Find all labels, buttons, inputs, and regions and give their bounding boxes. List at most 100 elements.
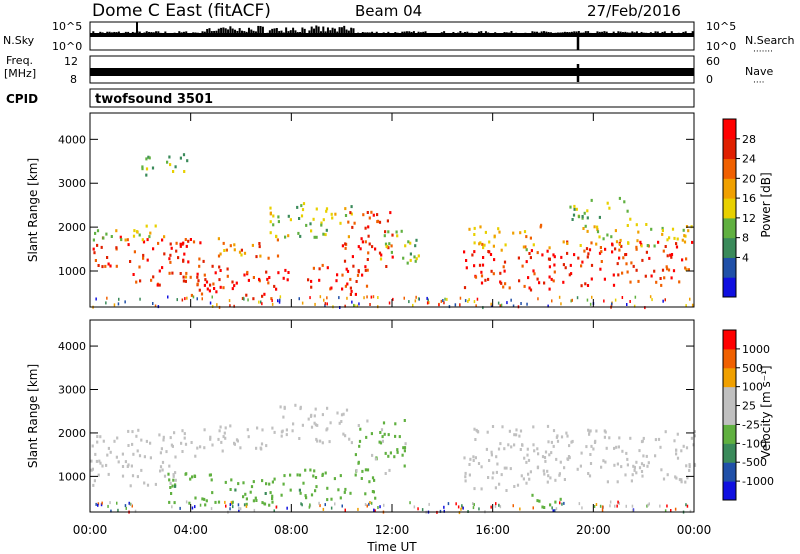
heatmap-cell bbox=[561, 502, 563, 506]
heatmap-cell bbox=[618, 243, 621, 246]
heatmap-cell bbox=[683, 234, 686, 238]
noise-bar bbox=[210, 31, 213, 36]
heatmap-cell bbox=[275, 287, 278, 291]
heatmap-cell bbox=[279, 295, 282, 299]
heatmap-cell bbox=[492, 471, 495, 475]
heatmap-cell bbox=[211, 295, 213, 299]
heatmap-cell bbox=[378, 251, 382, 255]
colorbar-swatch bbox=[723, 443, 736, 463]
heatmap-cell bbox=[190, 293, 193, 297]
heatmap-cell bbox=[366, 211, 369, 214]
heatmap-cell bbox=[589, 429, 592, 433]
heatmap-cell bbox=[279, 298, 281, 302]
noise-bar bbox=[533, 31, 536, 36]
noise-bar bbox=[501, 33, 504, 36]
heatmap-cell bbox=[473, 250, 476, 254]
heatmap-cell bbox=[271, 480, 274, 484]
heatmap-cell bbox=[560, 255, 563, 259]
noise-bar bbox=[687, 33, 690, 36]
heatmap-cell bbox=[244, 492, 247, 496]
heatmap-cell bbox=[543, 281, 546, 285]
noise-bar bbox=[619, 31, 622, 36]
heatmap-cell bbox=[95, 459, 98, 463]
heatmap-cell bbox=[402, 446, 405, 450]
heatmap-cell bbox=[388, 242, 391, 246]
heatmap-cell bbox=[551, 299, 553, 303]
heatmap-cell bbox=[598, 251, 602, 255]
heatmap-cell bbox=[282, 415, 285, 419]
noise-bar bbox=[459, 31, 462, 36]
heatmap-cell bbox=[635, 247, 638, 251]
heatmap-cell bbox=[299, 405, 302, 409]
noise-bar bbox=[670, 31, 673, 36]
y-tick-label: 4000 bbox=[58, 340, 86, 353]
noise-bar bbox=[175, 33, 178, 36]
heatmap-cell bbox=[225, 248, 228, 252]
heatmap-cell bbox=[485, 447, 488, 451]
heatmap-cell bbox=[93, 251, 96, 255]
heatmap-cell bbox=[97, 264, 100, 267]
heatmap-cell bbox=[247, 278, 250, 282]
heatmap-cell bbox=[382, 421, 386, 425]
y-tick-label: 2000 bbox=[58, 221, 86, 234]
heatmap-cell bbox=[197, 279, 200, 283]
heatmap-cell bbox=[345, 267, 348, 271]
noise-bar bbox=[480, 31, 483, 36]
freq-left-tick-bottom: 8 bbox=[70, 73, 77, 86]
heatmap-cell bbox=[192, 240, 196, 244]
heatmap-cell bbox=[341, 504, 343, 508]
heatmap-cell bbox=[216, 303, 218, 307]
heatmap-cell bbox=[105, 463, 108, 467]
noise-bar bbox=[470, 32, 473, 36]
noise-bar bbox=[357, 32, 360, 36]
heatmap-cell bbox=[367, 234, 370, 238]
heatmap-cell bbox=[330, 286, 333, 290]
heatmap-cell bbox=[145, 157, 148, 161]
heatmap-cell bbox=[196, 275, 199, 279]
noise-bar bbox=[452, 31, 455, 36]
heatmap-cell bbox=[625, 262, 628, 266]
heatmap-cell bbox=[334, 212, 337, 216]
heatmap-cell bbox=[461, 505, 463, 509]
colorbar-tick-label: -100 bbox=[742, 437, 767, 450]
heatmap-cell bbox=[148, 156, 151, 160]
noise-bar bbox=[220, 27, 223, 36]
heatmap-cell bbox=[383, 234, 386, 238]
heatmap-cell bbox=[675, 476, 678, 480]
heatmap-cell bbox=[548, 287, 551, 291]
heatmap-cell bbox=[169, 486, 172, 489]
heatmap-cell bbox=[546, 469, 549, 473]
heatmap-cell bbox=[646, 244, 649, 247]
heatmap-cell bbox=[685, 268, 688, 272]
heatmap-cell bbox=[128, 501, 130, 505]
heatmap-cell bbox=[298, 488, 301, 492]
heatmap-cell bbox=[364, 503, 367, 506]
heatmap-cell bbox=[347, 235, 350, 239]
heatmap-cell bbox=[377, 506, 379, 509]
heatmap-cell bbox=[359, 427, 362, 431]
heatmap-cell bbox=[321, 413, 324, 417]
heatmap-cell bbox=[646, 464, 649, 468]
heatmap-cell bbox=[100, 245, 103, 249]
noise-right-tick-bottom: 10^0 bbox=[706, 40, 736, 53]
heatmap-cell bbox=[521, 443, 524, 447]
heatmap-cell bbox=[576, 296, 579, 300]
noise-bar bbox=[575, 31, 578, 36]
noise-bar bbox=[438, 33, 441, 36]
heatmap-cell bbox=[585, 247, 589, 251]
heatmap-cell bbox=[173, 431, 176, 435]
noise-bar bbox=[531, 31, 534, 36]
heatmap-cell bbox=[488, 459, 491, 462]
noise-bar bbox=[282, 32, 285, 36]
heatmap-cell bbox=[385, 265, 388, 268]
heatmap-cell bbox=[379, 257, 383, 261]
heatmap-cell bbox=[146, 238, 149, 242]
heatmap-cell bbox=[385, 244, 388, 248]
heatmap-cell bbox=[204, 278, 207, 282]
heatmap-cell bbox=[640, 462, 644, 466]
heatmap-cell bbox=[219, 285, 222, 289]
noise-bar bbox=[168, 33, 171, 36]
heatmap-cell bbox=[635, 245, 638, 249]
heatmap-cell bbox=[573, 204, 576, 208]
heatmap-cell bbox=[684, 266, 687, 270]
